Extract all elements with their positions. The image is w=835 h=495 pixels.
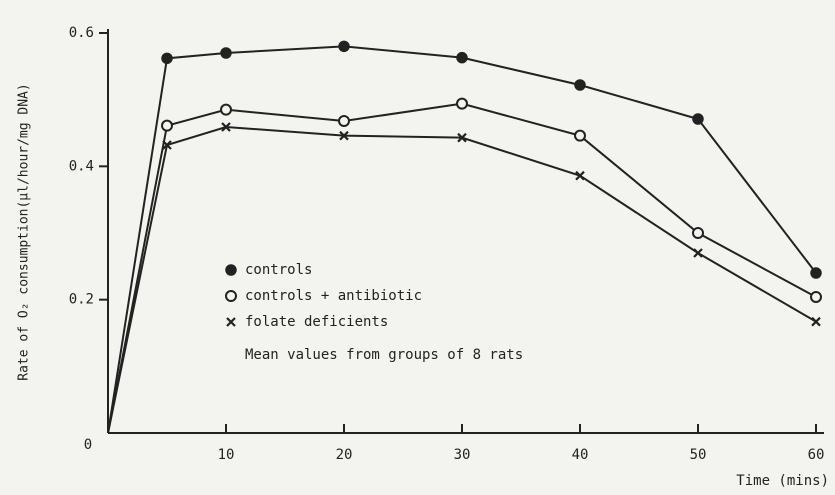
marker: [692, 227, 704, 239]
y-tick-label: 0.4: [69, 158, 94, 174]
legend-label: controls: [245, 262, 312, 278]
marker: [221, 122, 231, 132]
x-axis-label: Time (mins): [736, 473, 829, 489]
x-tick-label: 30: [454, 447, 471, 463]
y-tick-label: 0.6: [69, 25, 94, 41]
marker: [692, 113, 704, 125]
x-tick-label: 40: [572, 447, 589, 463]
series-line: [107, 45, 817, 434]
marker: [575, 170, 585, 181]
marker: [161, 52, 173, 65]
series-line: [107, 125, 817, 434]
marker: [457, 132, 467, 143]
x-tick-label: 20: [336, 447, 353, 463]
series-line: [107, 102, 817, 434]
marker: [162, 140, 172, 150]
x-tick-label: 60: [808, 447, 825, 463]
marker: [338, 115, 350, 127]
marker: [456, 51, 468, 64]
marker: [220, 103, 232, 116]
marker: [693, 248, 703, 258]
legend-label: folate deficients: [245, 314, 388, 330]
marker: [225, 264, 237, 276]
y-tick-label: 0.2: [69, 292, 94, 308]
marker: [574, 79, 586, 91]
marker: [226, 317, 236, 327]
marker: [161, 119, 173, 132]
marker: [810, 267, 822, 279]
x-tick-label: 0: [84, 437, 92, 453]
x-tick-label: 50: [690, 447, 707, 463]
marker: [220, 47, 232, 59]
y-axis-label: Rate of O₂ consumption(μl/hour/mg DNA): [17, 83, 32, 380]
legend-label: controls + antibiotic: [245, 288, 422, 304]
marker: [339, 130, 349, 141]
marker: [338, 40, 350, 53]
note: Mean values from groups of 8 rats: [245, 347, 523, 363]
marker: [811, 316, 821, 327]
marker: [574, 129, 586, 142]
marker: [225, 290, 237, 302]
marker: [456, 97, 468, 110]
x-tick-label: 10: [218, 447, 235, 463]
marker: [810, 291, 822, 303]
